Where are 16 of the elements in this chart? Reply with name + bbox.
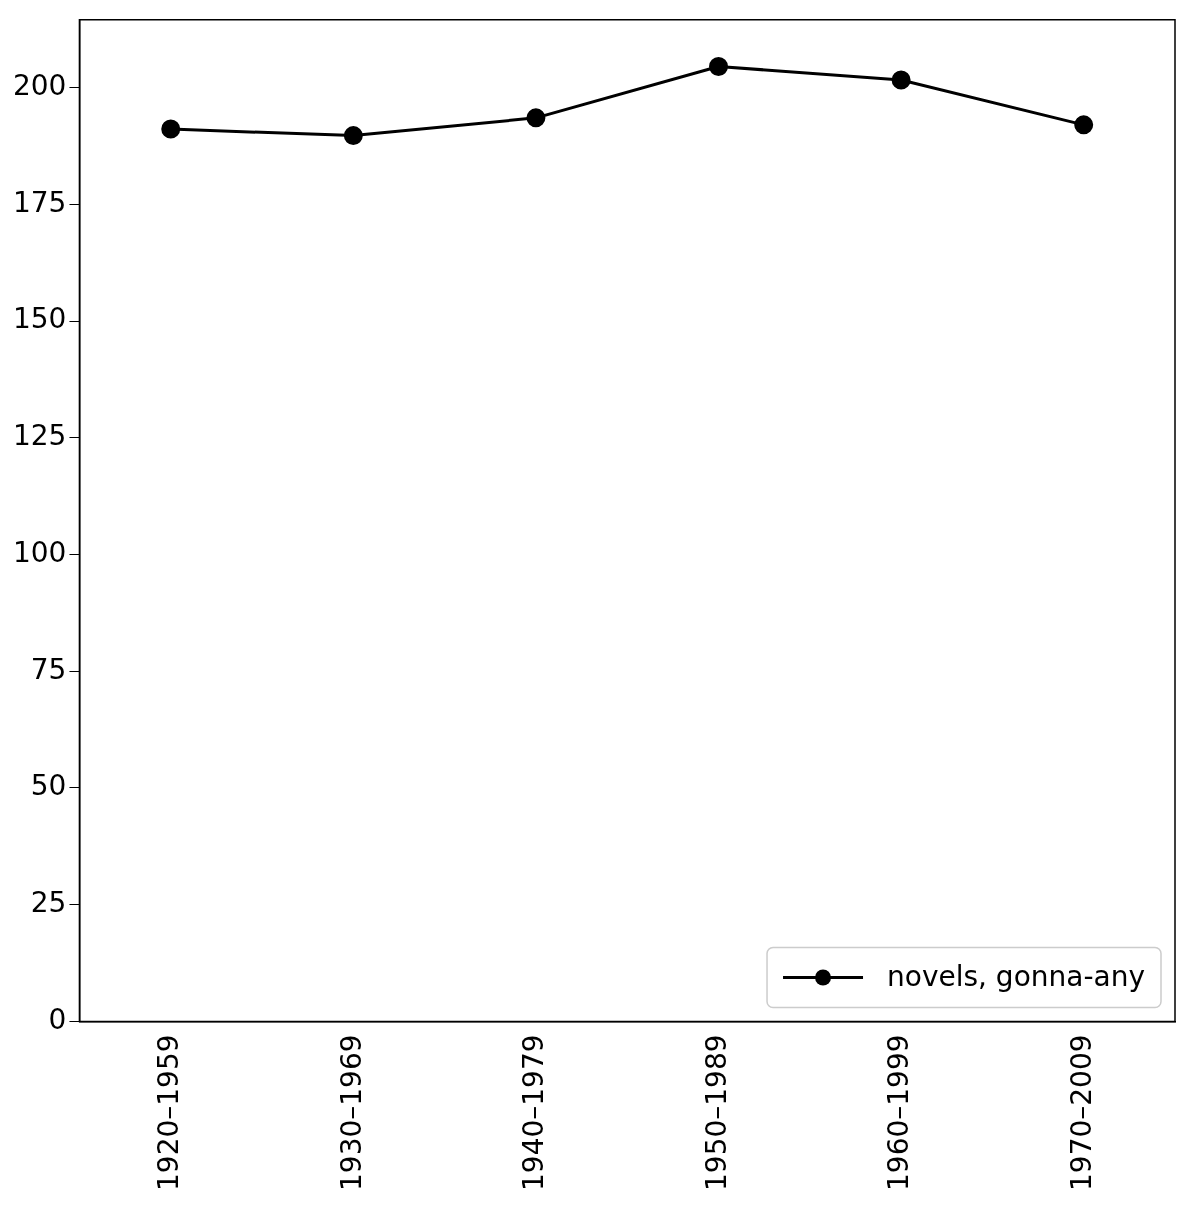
x-tick-label: 1960–1999 [882,1034,916,1191]
y-tick-label: 75 [30,652,67,686]
x-tick-label: 1930–1969 [334,1034,368,1191]
y-tick-label: 175 [12,185,67,219]
y-tick-label: 0 [48,1002,67,1036]
y-tick-label: 50 [30,769,67,803]
y-tick-label: 25 [30,886,67,920]
x-tick-label: 1970–2009 [1064,1034,1098,1191]
y-tick-label: 125 [12,419,67,453]
x-tick-label: 1940–1979 [517,1034,551,1191]
y-tick-label: 100 [12,535,67,569]
x-tick-label: 1920–1959 [152,1034,186,1191]
legend-label: novels, gonna-any [887,959,1146,993]
y-tick-label: 150 [12,302,67,336]
y-tick-label: 200 [12,68,67,102]
x-tick-label: 1950–1989 [699,1034,733,1191]
